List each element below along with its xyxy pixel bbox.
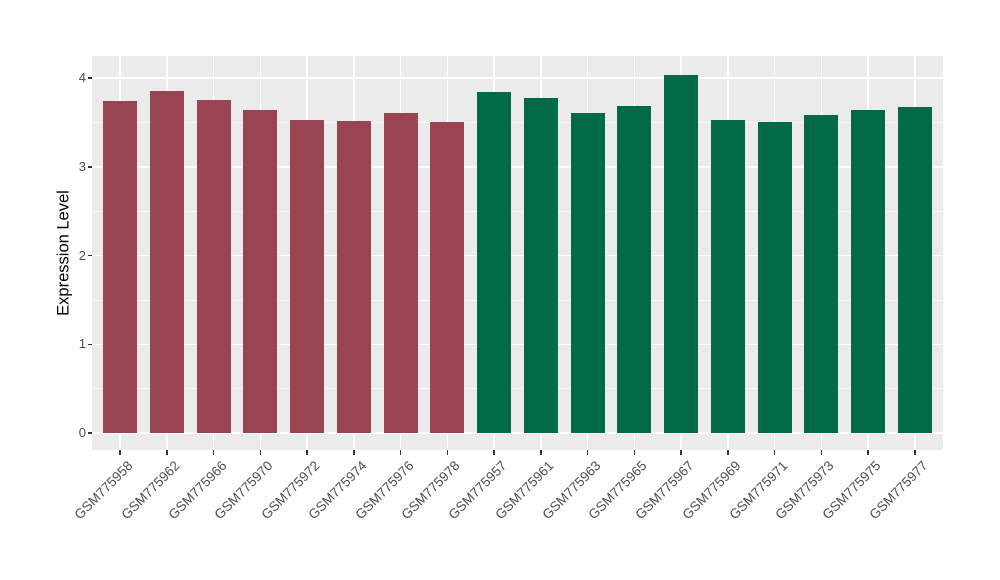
x-tick-mark-GSM775977 [914, 450, 916, 455]
x-tick-mark-GSM775969 [727, 450, 729, 455]
x-tick-mark-GSM775962 [166, 450, 168, 455]
x-tick-mark-GSM775971 [773, 450, 776, 455]
bar-GSM775967 [664, 74, 699, 434]
bar-GSM775972 [290, 119, 325, 434]
bar-GSM775962 [149, 90, 184, 434]
x-tick-mark-GSM775978 [446, 450, 449, 455]
bar-GSM775965 [617, 105, 652, 434]
gridline-major-y-4 [92, 77, 943, 79]
x-tick-mark-GSM775976 [399, 450, 402, 455]
x-tick-mark-GSM775975 [867, 450, 869, 455]
x-tick-mark-GSM775974 [353, 450, 355, 455]
y-tick-label-4: 4 [78, 70, 86, 86]
y-tick-mark-0 [87, 432, 92, 434]
y-tick-mark-4 [87, 77, 92, 79]
gridline-minor-y-2.5 [92, 210, 943, 212]
x-tick-mark-GSM775961 [540, 450, 542, 455]
x-tick-mark-GSM775967 [680, 450, 682, 455]
bar-GSM775957 [477, 92, 512, 434]
y-tick-mark-2 [87, 254, 92, 257]
x-tick-mark-GSM775973 [820, 450, 823, 455]
x-tick-mark-GSM775972 [306, 450, 308, 455]
x-tick-mark-GSM775965 [633, 450, 636, 455]
bar-GSM775971 [757, 121, 792, 434]
bar-GSM775958 [103, 101, 138, 434]
x-tick-mark-GSM775963 [586, 450, 589, 455]
bar-GSM775966 [196, 100, 231, 434]
bar-GSM775975 [851, 110, 886, 434]
y-tick-mark-1 [87, 343, 92, 346]
plot-panel [92, 56, 943, 450]
y-tick-label-0: 0 [78, 425, 86, 441]
gridline-major-y-0 [92, 432, 943, 434]
bar-GSM775973 [804, 114, 839, 434]
gridline-major-y-1 [92, 343, 943, 346]
bar-GSM775974 [336, 120, 371, 434]
x-tick-mark-GSM775958 [119, 450, 121, 455]
y-tick-label-2: 2 [78, 247, 86, 263]
gridline-major-y-2 [92, 254, 943, 257]
x-tick-mark-GSM775970 [259, 450, 262, 455]
bar-GSM775970 [243, 110, 278, 434]
gridline-minor-y-0.5 [92, 388, 943, 390]
bar-GSM775961 [523, 97, 558, 434]
x-tick-mark-GSM775957 [493, 450, 495, 455]
bar-GSM775978 [430, 121, 465, 434]
bar-GSM775969 [710, 119, 745, 434]
bar-GSM775976 [383, 112, 418, 434]
gridline-minor-y-1.5 [92, 299, 943, 301]
bar-GSM775963 [570, 112, 605, 434]
bar-GSM775977 [897, 107, 932, 434]
y-tick-mark-3 [87, 166, 92, 168]
gridline-minor-y-3.5 [92, 122, 943, 124]
gridline-major-y-3 [92, 166, 943, 168]
y-tick-label-3: 3 [78, 158, 86, 174]
x-tick-mark-GSM775966 [212, 450, 215, 455]
y-tick-label-1: 1 [78, 336, 86, 352]
